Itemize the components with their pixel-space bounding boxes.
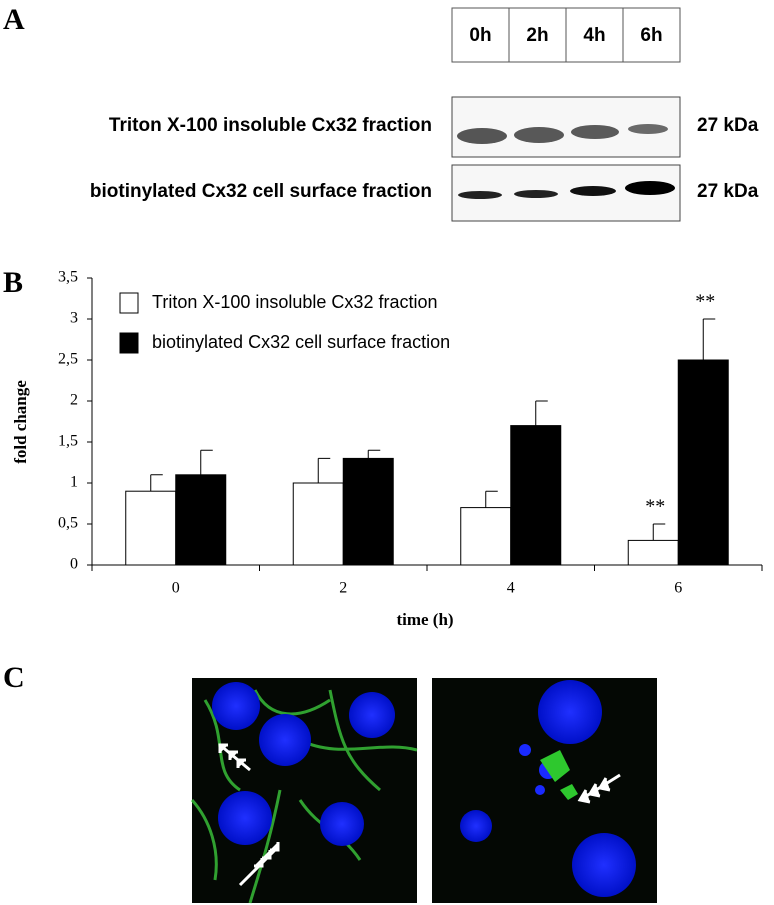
blot-1 xyxy=(451,96,681,158)
panel-label: B xyxy=(3,266,23,299)
chart: 0 0,5 1 1,5 2 2,5 3 3,5 0 2 4 6 ** ** Triton X-100 ins… xyxy=(58,269,763,597)
error-bar xyxy=(200,449,213,475)
y-tick-label: 2 xyxy=(70,392,78,409)
row-label: biotinylated Cx32 cell surface fraction xyxy=(90,181,432,202)
y-tick-label: 1,5 xyxy=(58,433,78,450)
x-tick-label: 2 xyxy=(339,580,347,597)
bar xyxy=(292,482,344,566)
bar xyxy=(627,539,679,566)
error-bar xyxy=(367,449,381,459)
lane-label: 2h xyxy=(526,25,548,46)
y-tick-label: 2,5 xyxy=(58,351,78,368)
annotation: ** xyxy=(695,291,715,313)
error-bar xyxy=(150,474,163,492)
y-tick-label: 3,5 xyxy=(58,269,78,286)
legend-label: biotinylated Cx32 cell surface fraction xyxy=(152,332,450,352)
row-label: Triton X-100 insoluble Cx32 fraction xyxy=(109,115,432,136)
lane-label: 6h xyxy=(640,25,662,46)
bar xyxy=(125,490,177,566)
error-bar xyxy=(317,457,331,483)
x-tick-label: 0 xyxy=(172,580,180,597)
error-bar xyxy=(535,400,548,426)
size-label: 27 kDa xyxy=(697,115,759,136)
annotation: ** xyxy=(645,496,665,518)
lane-label: 0h xyxy=(469,25,491,46)
bar xyxy=(460,507,512,566)
bar xyxy=(175,474,227,566)
error-bar xyxy=(485,490,498,508)
x-tick-label: 4 xyxy=(507,580,515,597)
y-tick-label: 0 xyxy=(70,556,78,573)
blot-2 xyxy=(451,164,681,222)
x-axis-title: time (h) xyxy=(396,610,453,629)
size-label: 27 kDa xyxy=(697,181,759,202)
panel-label: C xyxy=(3,661,25,694)
legend-swatch xyxy=(119,292,139,314)
lane-boxes xyxy=(451,7,681,63)
error-bar xyxy=(652,523,666,541)
legend-label: Triton X-100 insoluble Cx32 fraction xyxy=(152,292,437,312)
panel-a: 0h 2h 4h 6h Triton X-100 insoluble Cx32 frac… xyxy=(90,25,759,202)
bar xyxy=(677,359,729,566)
panel-label: A xyxy=(3,3,25,36)
y-tick-label: 1 xyxy=(70,474,78,491)
x-tick-label: 6 xyxy=(674,580,682,597)
legend-swatch xyxy=(119,332,139,354)
micrograph-2 xyxy=(432,678,657,903)
y-axis-title: fold change xyxy=(11,380,30,464)
lane-label: 4h xyxy=(583,25,605,46)
error-bar xyxy=(702,318,716,360)
micrograph-1 xyxy=(190,678,418,904)
y-tick-label: 0,5 xyxy=(58,515,78,532)
bar xyxy=(510,425,562,566)
y-tick-label: 3 xyxy=(70,310,78,327)
bar xyxy=(342,457,394,566)
